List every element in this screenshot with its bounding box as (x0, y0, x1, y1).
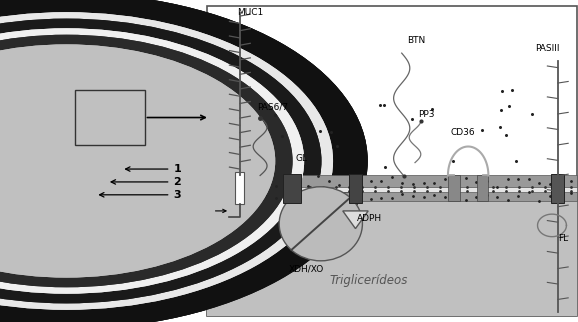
Bar (207, 6, 577, 316)
Text: 2: 2 (111, 177, 181, 187)
Bar (235, 172, 244, 204)
Circle shape (0, 13, 332, 309)
Polygon shape (343, 211, 368, 229)
Text: CD36: CD36 (451, 128, 476, 137)
Bar (551, 174, 564, 203)
Circle shape (0, 35, 292, 287)
Circle shape (0, 29, 303, 293)
Bar (207, 192, 577, 201)
Text: 1: 1 (125, 164, 181, 174)
Text: 3: 3 (99, 190, 181, 200)
Text: PAS6/7: PAS6/7 (257, 102, 288, 111)
Bar (477, 175, 488, 201)
Ellipse shape (279, 187, 362, 261)
Circle shape (0, 35, 292, 287)
Circle shape (0, 29, 303, 293)
Bar (75, 90, 144, 145)
Circle shape (0, 19, 321, 303)
Text: XDH/XO: XDH/XO (289, 264, 324, 273)
Text: GL: GL (295, 154, 307, 163)
Circle shape (0, 19, 321, 303)
Bar (0, 0, 205, 322)
Bar (207, 201, 577, 316)
Circle shape (0, 0, 367, 322)
Text: ADPH: ADPH (357, 214, 382, 223)
Circle shape (0, 45, 275, 277)
Bar (283, 174, 301, 203)
Bar (349, 174, 362, 203)
Circle shape (0, 35, 292, 287)
Circle shape (0, 13, 332, 309)
Circle shape (0, 13, 332, 309)
Text: Triglicerídeos: Triglicerídeos (329, 274, 408, 287)
Text: PASIII: PASIII (535, 44, 559, 53)
Circle shape (0, 45, 275, 277)
Circle shape (0, 0, 367, 322)
Text: PP3: PP3 (418, 110, 435, 119)
Text: BTN: BTN (407, 36, 426, 45)
Circle shape (0, 45, 275, 277)
Circle shape (0, 29, 303, 293)
Circle shape (0, 19, 321, 303)
Text: MUC1: MUC1 (237, 8, 263, 17)
Bar (207, 187, 577, 192)
Bar (448, 175, 460, 201)
Bar (207, 175, 577, 187)
Text: FL: FL (558, 234, 568, 243)
Circle shape (0, 0, 367, 322)
